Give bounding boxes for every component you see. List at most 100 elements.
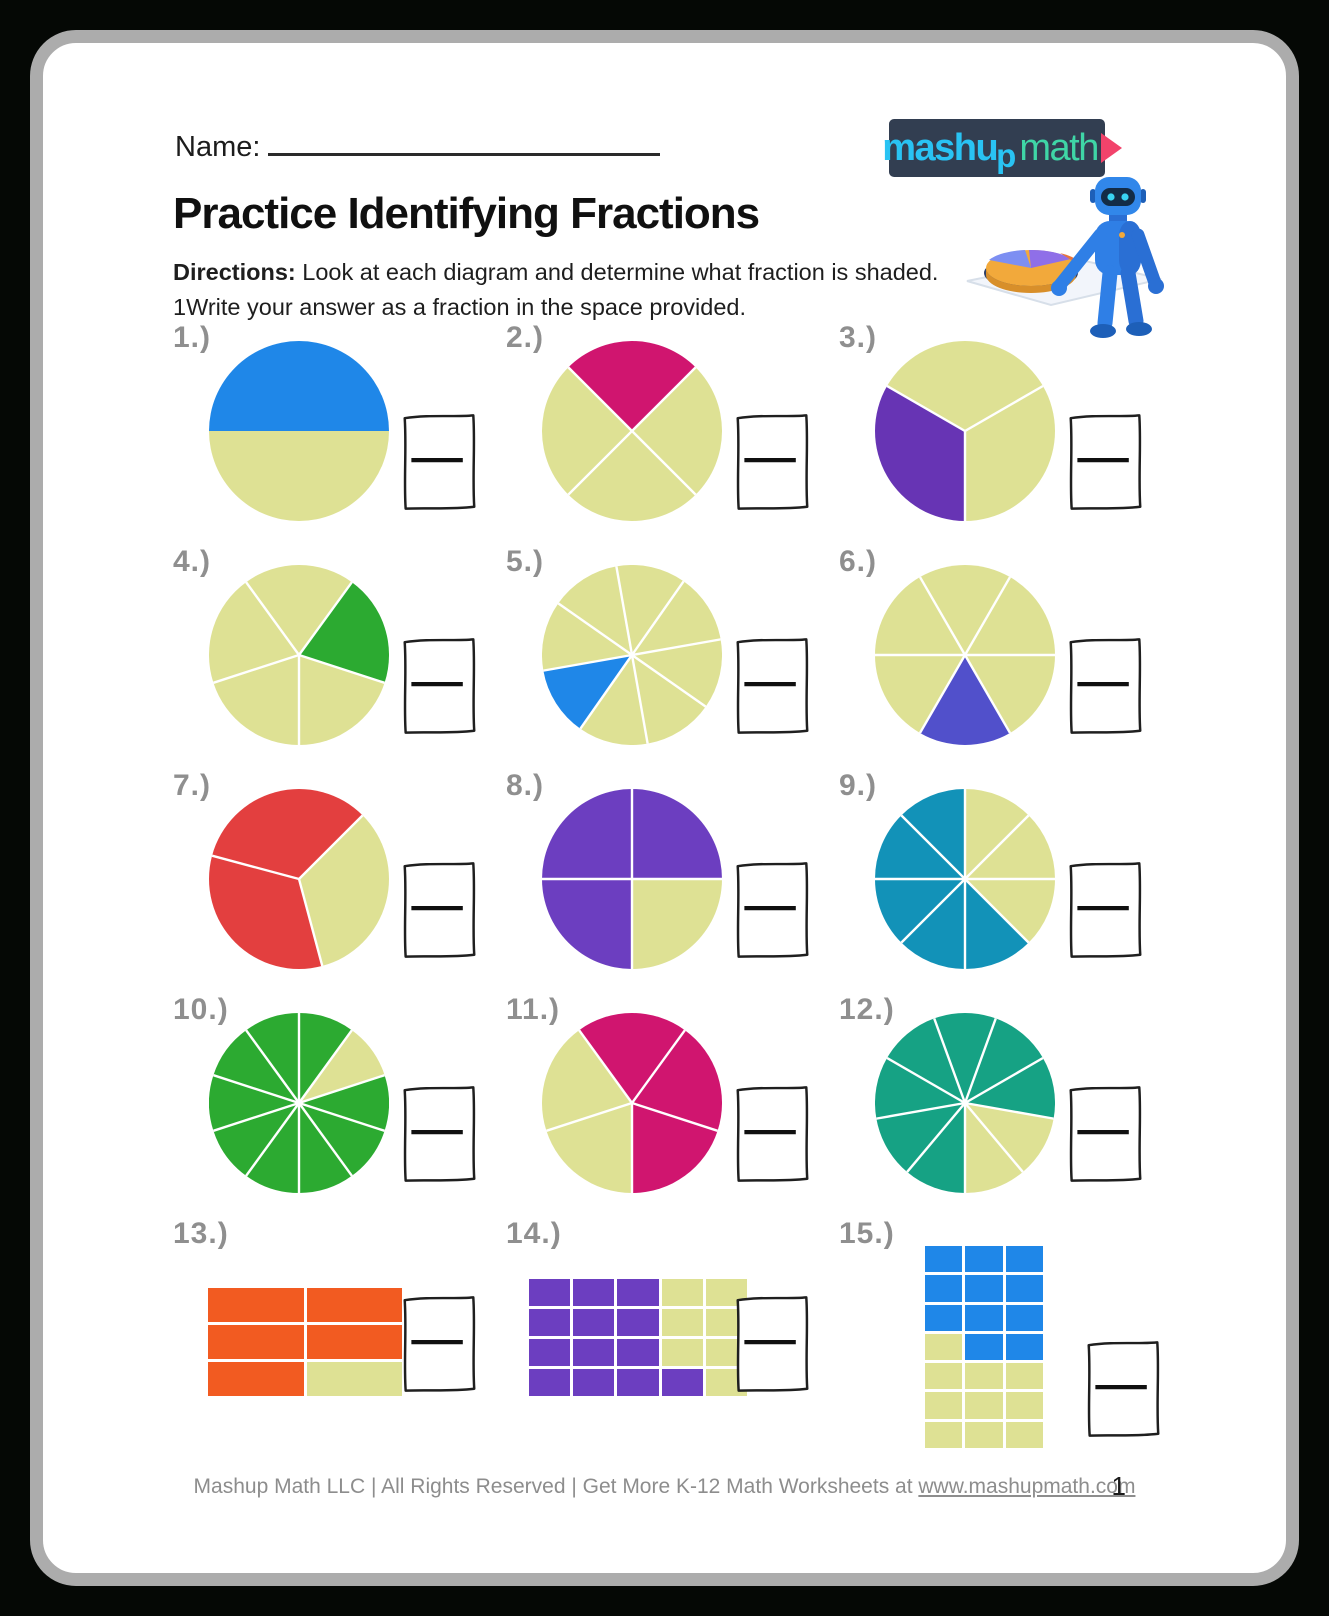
problem-5: 5.): [504, 543, 837, 767]
grid-cell-shaded: [1005, 1275, 1043, 1302]
problem-6: 6.): [837, 543, 1171, 767]
problem-number-label: 10.): [173, 993, 229, 1026]
problem-number-label: 8.): [506, 769, 545, 802]
problem-4: 4.): [171, 543, 504, 767]
name-input-line[interactable]: [268, 149, 661, 156]
problem-2: 2.): [504, 319, 837, 543]
logo-text-p: p: [996, 137, 1017, 174]
fraction-pie-chart: [208, 1013, 390, 1198]
grid-cell-unshaded: [925, 1392, 963, 1419]
grid-cell-shaded: [617, 1279, 659, 1306]
problem-number-label: 3.): [839, 321, 878, 354]
fraction-grid-chart: [208, 1288, 402, 1396]
grid-cell-shaded: [925, 1275, 963, 1302]
grid-cell-shaded: [617, 1369, 659, 1396]
grid-cell-unshaded: [965, 1363, 1003, 1390]
grid-cell-unshaded: [925, 1333, 963, 1361]
footer-link[interactable]: www.mashupmath.com: [918, 1475, 1136, 1498]
answer-box[interactable]: [399, 857, 479, 963]
directions: Directions: Look at each diagram and det…: [173, 255, 938, 326]
grid-cell-shaded: [965, 1304, 1003, 1331]
grid-cell-shaded: [617, 1339, 659, 1366]
answer-box[interactable]: [732, 409, 812, 515]
problem-number-label: 2.): [506, 321, 545, 354]
grid-cell-unshaded: [1005, 1421, 1043, 1448]
play-triangle-icon: [1100, 133, 1122, 163]
answer-box[interactable]: [1065, 633, 1145, 739]
problem-number-label: 6.): [839, 545, 878, 578]
problem-13: 13.): [171, 1215, 504, 1545]
problem-12: 12.): [837, 991, 1171, 1215]
grid-cell-shaded: [529, 1309, 571, 1336]
problem-number-label: 11.): [506, 993, 561, 1026]
answer-box[interactable]: [732, 1081, 812, 1187]
fraction-grid-chart: [925, 1246, 1043, 1448]
grid-cell-shaded: [965, 1333, 1003, 1361]
footer: Mashup Math LLC | All Rights Reserved | …: [43, 1475, 1286, 1499]
answer-box[interactable]: [399, 1081, 479, 1187]
directions-line1: Directions: Look at each diagram and det…: [173, 255, 938, 290]
grid-cell-unshaded: [306, 1362, 402, 1396]
fraction-pie-chart: [875, 565, 1055, 750]
mashupmath-logo: mashu p math: [882, 119, 1122, 177]
fraction-pie-chart: [541, 1013, 723, 1198]
problem-1: 1.): [171, 319, 504, 543]
problem-number-label: 7.): [173, 769, 212, 802]
grid-cell-shaded: [573, 1339, 615, 1366]
grid-cell-shaded: [529, 1279, 571, 1306]
answer-box[interactable]: [1065, 1081, 1145, 1187]
problem-number-label: 9.): [839, 769, 878, 802]
page-title: Practice Identifying Fractions: [173, 189, 760, 238]
grid-cell-unshaded: [925, 1421, 963, 1448]
answer-box[interactable]: [732, 633, 812, 739]
grid-cell-shaded: [306, 1325, 402, 1359]
fraction-grid-chart: [529, 1279, 747, 1396]
grid-cell-shaded: [965, 1275, 1003, 1302]
problem-number-label: 14.): [506, 1217, 562, 1250]
grid-cell-unshaded: [925, 1363, 963, 1390]
grid-cell-shaded: [1005, 1246, 1043, 1273]
grid-cell-shaded: [925, 1246, 963, 1273]
grid-cell-unshaded: [661, 1309, 703, 1336]
grid-cell-shaded: [661, 1369, 703, 1396]
answer-box[interactable]: [732, 857, 812, 963]
directions-line2: 1Write your answer as a fraction in the …: [173, 294, 746, 321]
answer-box[interactable]: [1065, 409, 1145, 515]
answer-box[interactable]: [1065, 857, 1145, 963]
problem-8: 8.): [504, 767, 837, 991]
name-row: Name:: [175, 131, 661, 164]
grid-cell-unshaded: [661, 1279, 703, 1306]
answer-box[interactable]: [732, 1291, 812, 1397]
grid-cell-shaded: [573, 1309, 615, 1336]
directions-label: Directions:: [173, 259, 296, 285]
grid-cell-shaded: [1005, 1304, 1043, 1331]
grid-cell-unshaded: [1005, 1392, 1043, 1419]
grid-cell-shaded: [617, 1309, 659, 1336]
fraction-pie-chart: [542, 789, 722, 974]
grid-cell-shaded: [573, 1279, 615, 1306]
answer-box[interactable]: [1083, 1336, 1163, 1442]
grid-cell-shaded: [965, 1246, 1003, 1273]
logo-text-math: math: [1019, 126, 1099, 169]
grid-cell-shaded: [208, 1288, 304, 1322]
fraction-pie-chart: [209, 341, 389, 526]
grid-cell-shaded: [529, 1369, 571, 1396]
name-label: Name:: [175, 131, 261, 163]
answer-box[interactable]: [399, 1291, 479, 1397]
footer-text: Mashup Math LLC | All Rights Reserved | …: [193, 1475, 919, 1498]
problems-grid: 1.) 2.) 3.) 4.) 5.) 6.) 7.) 8.) 9.) 10.) 11.) 12.) 1…: [171, 319, 1171, 1545]
directions-text: Look at each diagram and determine what …: [295, 259, 939, 285]
problem-9: 9.): [837, 767, 1171, 991]
problem-15: 15.): [837, 1215, 1171, 1545]
problem-3: 3.): [837, 319, 1171, 543]
robot-mascot-illustration: [966, 177, 1164, 338]
grid-cell-shaded: [1005, 1333, 1043, 1361]
problem-number-label: 12.): [839, 993, 895, 1026]
problem-number-label: 1.): [173, 321, 212, 354]
page-number: 1: [1111, 1471, 1126, 1501]
grid-cell-shaded: [208, 1325, 304, 1359]
grid-cell-unshaded: [1005, 1363, 1043, 1390]
answer-box[interactable]: [399, 633, 479, 739]
answer-box[interactable]: [399, 409, 479, 515]
